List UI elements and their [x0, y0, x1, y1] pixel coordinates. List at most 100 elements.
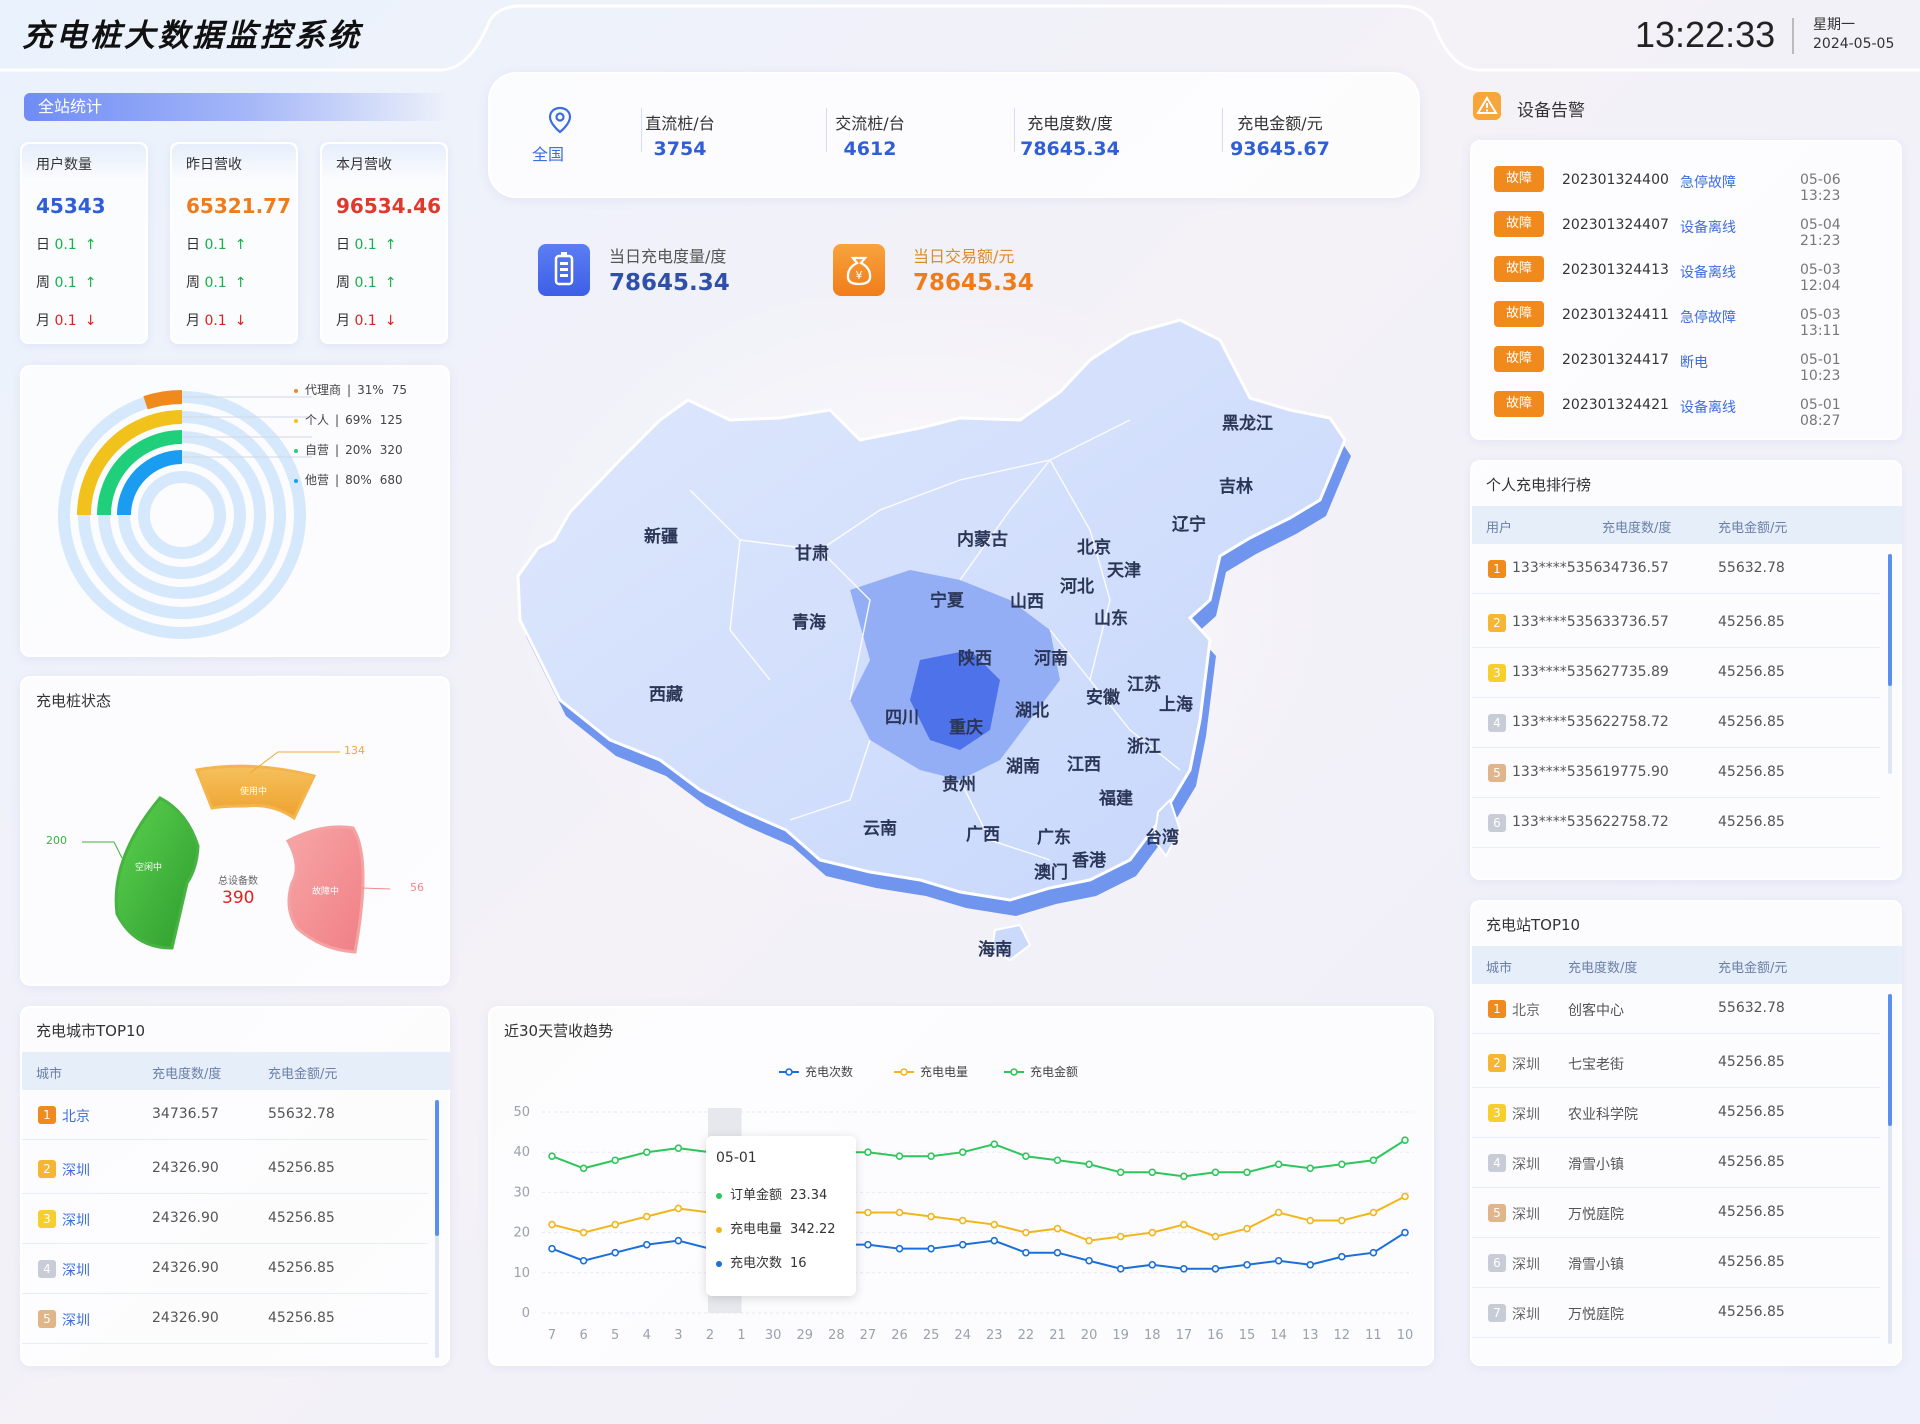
- cell: 深圳: [1512, 1257, 1540, 1273]
- x-tick-label: 6: [579, 1328, 587, 1343]
- alarm-item[interactable]: 故障 202301324413 设备离线 05-03 12:04: [1494, 256, 1884, 294]
- province-label[interactable]: 海南: [978, 940, 1012, 960]
- province-label[interactable]: 台湾: [1145, 828, 1179, 848]
- arrow-up-icon: ↑: [84, 275, 97, 291]
- province-label[interactable]: 广东: [1037, 828, 1071, 848]
- x-tick-label: 13: [1302, 1328, 1319, 1343]
- alarm-item[interactable]: 故障 202301324407 设备离线 05-04 21:23: [1494, 211, 1884, 249]
- data-point: [864, 1148, 872, 1156]
- alarm-type: 设备离线: [1680, 220, 1736, 236]
- chart-tooltip: 05-01 订单金额 23.34 充电电量 342.22 充电次数 16: [706, 1136, 856, 1296]
- province-label[interactable]: 北京: [1077, 538, 1111, 558]
- province-label[interactable]: 内蒙古: [957, 530, 1008, 550]
- province-label[interactable]: 宁夏: [930, 591, 964, 611]
- data-point: [927, 1244, 935, 1253]
- status-chart: [82, 751, 391, 954]
- cell: 45256.85: [1718, 1204, 1785, 1220]
- table-row[interactable]: 4 133****5356 22758.72 45256.85: [1472, 698, 1880, 748]
- fault-count: 56: [410, 881, 424, 894]
- province-label[interactable]: 青海: [792, 613, 826, 633]
- table-row[interactable]: 5 133****5356 19775.90 45256.85: [1472, 748, 1880, 798]
- province-label[interactable]: 辽宁: [1172, 515, 1206, 535]
- data-point: [895, 1244, 904, 1253]
- province-label[interactable]: 江西: [1067, 755, 1101, 775]
- table-row[interactable]: 1 133****5356 34736.57 55632.78: [1472, 544, 1880, 594]
- province-label[interactable]: 湖南: [1006, 757, 1040, 777]
- stat-value: 45343: [36, 194, 106, 218]
- table-row[interactable]: 6 深圳 滑雪小镇 45256.85: [1472, 1238, 1880, 1288]
- city-top-card: 充电城市TOP10 城市 充电度数/度 充电金额/元 1 北京 34736.57 55632…: [20, 1006, 450, 1366]
- province-label[interactable]: 山西: [1010, 592, 1044, 612]
- table-row[interactable]: 1 北京 创客中心 55632.78: [1472, 984, 1880, 1034]
- table-row[interactable]: 5 深圳 万悦庭院 45256.85: [1472, 1188, 1880, 1238]
- table-header: 用户 充电度数/度 充电金额/元: [1472, 506, 1902, 544]
- arrow-up-icon: ↑: [84, 237, 97, 253]
- station-scrollbar[interactable]: [1888, 994, 1892, 1344]
- city-scrollbar[interactable]: [435, 1100, 439, 1358]
- province-label[interactable]: 上海: [1159, 695, 1193, 715]
- cell: 深圳: [1512, 1207, 1540, 1223]
- province-label[interactable]: 云南: [863, 819, 897, 839]
- province-label[interactable]: 陕西: [958, 649, 992, 669]
- alarm-item[interactable]: 故障 202301324411 急停故障 05-03 13:11: [1494, 301, 1884, 339]
- table-row[interactable]: 5 深圳 24326.90 45256.85: [22, 1294, 428, 1344]
- province-label[interactable]: 贵州: [942, 775, 976, 795]
- province-label[interactable]: 香港: [1072, 851, 1106, 871]
- location-icon[interactable]: [548, 106, 572, 134]
- data-point: [1306, 1216, 1315, 1225]
- province-label[interactable]: 福建: [1099, 789, 1133, 809]
- data-point: [1180, 1264, 1188, 1273]
- data-point: [1085, 1236, 1093, 1245]
- data-point: [579, 1164, 588, 1173]
- province-label[interactable]: 吉林: [1219, 477, 1253, 497]
- province-label[interactable]: 山东: [1094, 609, 1128, 629]
- province-label[interactable]: 四川: [885, 708, 919, 728]
- province-label[interactable]: 甘肃: [795, 544, 829, 564]
- tooltip-value: 16: [790, 1256, 807, 1271]
- province-label[interactable]: 河北: [1060, 577, 1094, 597]
- table-row[interactable]: 4 深圳 滑雪小镇 45256.85: [1472, 1138, 1880, 1188]
- device-id: 202301324407: [1562, 217, 1669, 233]
- province-label[interactable]: 西藏: [649, 685, 683, 705]
- province-label[interactable]: 广西: [966, 825, 1000, 845]
- table-row[interactable]: 6 133****5356 22758.72 45256.85: [1472, 798, 1880, 848]
- table-row[interactable]: 1 北京 34736.57 55632.78: [22, 1090, 428, 1140]
- province-label[interactable]: 黑龙江: [1222, 414, 1273, 434]
- province-label[interactable]: 安徽: [1086, 688, 1120, 708]
- table-row[interactable]: 2 深圳 七宝老街 45256.85: [1472, 1038, 1880, 1088]
- province-label[interactable]: 新疆: [644, 527, 678, 547]
- province-label[interactable]: 河南: [1034, 649, 1068, 669]
- province-label[interactable]: 天津: [1107, 561, 1141, 581]
- province-label[interactable]: 江苏: [1127, 675, 1161, 695]
- table-row[interactable]: 3 133****5356 27735.89 45256.85: [1472, 648, 1880, 698]
- data-point: [1338, 1160, 1346, 1169]
- using-label: 使用中: [240, 787, 268, 797]
- legend-name: 个人: [305, 413, 330, 427]
- table-row[interactable]: 7 深圳 万悦庭院 45256.85: [1472, 1288, 1880, 1338]
- clock: 13:22:33: [1635, 14, 1776, 55]
- series-line: [551, 1231, 1406, 1270]
- rank-badge: 5: [38, 1310, 56, 1328]
- person-scrollbar[interactable]: [1888, 554, 1892, 774]
- alarm-item[interactable]: 故障 202301324400 急停故障 05-06 13:23: [1494, 166, 1884, 204]
- data-point: [1116, 1232, 1125, 1241]
- table-row[interactable]: 2 深圳 24326.90 45256.85: [22, 1144, 428, 1194]
- alarm-type: 急停故障: [1680, 175, 1736, 191]
- province-label[interactable]: 浙江: [1127, 737, 1161, 757]
- table-row[interactable]: 3 深圳 农业科学院 45256.85: [1472, 1088, 1880, 1138]
- china-map[interactable]: [490, 300, 1390, 1000]
- province-label[interactable]: 澳门: [1034, 863, 1068, 883]
- kpi-divider: [1014, 108, 1015, 152]
- alarm-item[interactable]: 故障 202301324417 断电 05-01 10:23: [1494, 346, 1884, 384]
- alarm-item[interactable]: 故障 202301324421 设备离线 05-01 08:27: [1494, 391, 1884, 429]
- province-label[interactable]: 湖北: [1015, 701, 1049, 721]
- table-row[interactable]: 4 深圳 24326.90 45256.85: [22, 1244, 428, 1294]
- page-title: 充电桩大数据监控系统: [22, 18, 362, 54]
- region-selector[interactable]: 全国: [532, 145, 565, 164]
- province-label[interactable]: 重庆: [949, 718, 983, 738]
- table-row[interactable]: 3 深圳 24326.90 45256.85: [22, 1194, 428, 1244]
- cell: 24326.90: [152, 1160, 219, 1176]
- cell: 北京: [62, 1109, 90, 1125]
- table-row[interactable]: 2 133****5356 33736.57 45256.85: [1472, 598, 1880, 648]
